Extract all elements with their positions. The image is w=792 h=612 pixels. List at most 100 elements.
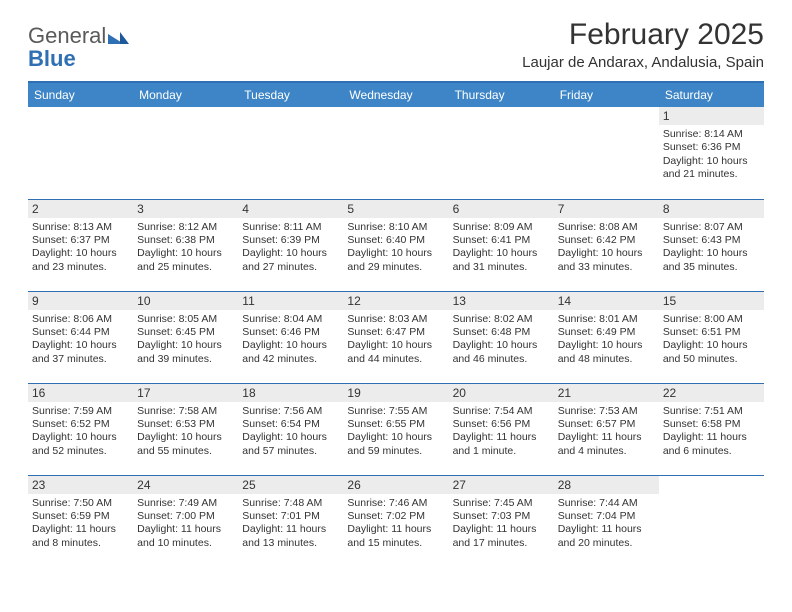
calendar-cell: 5 Sunrise: 8:10 AMSunset: 6:40 PMDaylight… [343, 199, 448, 291]
day-number: 18 [238, 384, 343, 402]
day-number: 2 [28, 200, 133, 218]
day-details: Sunrise: 7:51 AMSunset: 6:58 PMDaylight:… [663, 405, 760, 459]
calendar-cell [28, 107, 133, 199]
brand-part1: General [28, 23, 106, 48]
day-number: 16 [28, 384, 133, 402]
calendar-cell: 25Sunrise: 7:48 AMSunset: 7:01 PMDayligh… [238, 475, 343, 567]
day-number: 14 [554, 292, 659, 310]
calendar-cell: 3 Sunrise: 8:12 AMSunset: 6:38 PMDaylight… [133, 199, 238, 291]
brand-logo: General Blue [28, 24, 129, 70]
calendar-cell: 18 Sunrise: 7:56 AMSunset: 6:54 PMDayligh… [238, 383, 343, 475]
calendar-week-row: 9 Sunrise: 8:06 AMSunset: 6:44 PMDaylight… [28, 291, 764, 383]
calendar-cell: 14 Sunrise: 8:01 AMSunset: 6:49 PMDayligh… [554, 291, 659, 383]
day-details: Sunrise: 7:54 AMSunset: 6:56 PMDaylight:… [453, 405, 550, 459]
day-number: 13 [449, 292, 554, 310]
day-number: 23 [28, 476, 133, 494]
day-details: Sunrise: 8:13 AMSunset: 6:37 PMDaylight:… [32, 221, 129, 275]
day-details: Sunrise: 7:53 AMSunset: 6:57 PMDaylight:… [558, 405, 655, 459]
day-number: 19 [343, 384, 448, 402]
weekday-header: Tuesday [238, 83, 343, 107]
calendar-week-row: 2 Sunrise: 8:13 AMSunset: 6:37 PMDaylight… [28, 199, 764, 291]
day-number: 9 [28, 292, 133, 310]
day-details: Sunrise: 8:01 AMSunset: 6:49 PMDaylight:… [558, 313, 655, 367]
calendar-cell: 2 Sunrise: 8:13 AMSunset: 6:37 PMDaylight… [28, 199, 133, 291]
calendar-table: SundayMondayTuesdayWednesdayThursdayFrid… [28, 83, 764, 567]
calendar-cell: 21Sunrise: 7:53 AMSunset: 6:57 PMDayligh… [554, 383, 659, 475]
day-details: Sunrise: 8:09 AMSunset: 6:41 PMDaylight:… [453, 221, 550, 275]
day-number: 12 [343, 292, 448, 310]
brand-part2: Blue [28, 46, 76, 71]
day-details: Sunrise: 8:08 AMSunset: 6:42 PMDaylight:… [558, 221, 655, 275]
calendar-cell [238, 107, 343, 199]
day-details: Sunrise: 7:48 AMSunset: 7:01 PMDaylight:… [242, 497, 339, 551]
calendar-cell: 6 Sunrise: 8:09 AMSunset: 6:41 PMDaylight… [449, 199, 554, 291]
day-details: Sunrise: 8:11 AMSunset: 6:39 PMDaylight:… [242, 221, 339, 275]
weekday-header: Thursday [449, 83, 554, 107]
day-details: Sunrise: 8:02 AMSunset: 6:48 PMDaylight:… [453, 313, 550, 367]
calendar-cell: 11 Sunrise: 8:04 AMSunset: 6:46 PMDayligh… [238, 291, 343, 383]
day-details: Sunrise: 7:50 AMSunset: 6:59 PMDaylight:… [32, 497, 129, 551]
page-title: February 2025 [28, 18, 764, 52]
day-number: 28 [554, 476, 659, 494]
weekday-header: Friday [554, 83, 659, 107]
day-details: Sunrise: 8:04 AMSunset: 6:46 PMDaylight:… [242, 313, 339, 367]
day-number: 17 [133, 384, 238, 402]
calendar-cell: 13 Sunrise: 8:02 AMSunset: 6:48 PMDayligh… [449, 291, 554, 383]
day-number: 22 [659, 384, 764, 402]
day-details: Sunrise: 7:45 AMSunset: 7:03 PMDaylight:… [453, 497, 550, 551]
day-details: Sunrise: 7:56 AMSunset: 6:54 PMDaylight:… [242, 405, 339, 459]
calendar-cell: 28 Sunrise: 7:44 AMSunset: 7:04 PMDayligh… [554, 475, 659, 567]
calendar-cell: 24Sunrise: 7:49 AMSunset: 7:00 PMDayligh… [133, 475, 238, 567]
calendar-cell: 22 Sunrise: 7:51 AMSunset: 6:58 PMDayligh… [659, 383, 764, 475]
calendar-cell: 12 Sunrise: 8:03 AMSunset: 6:47 PMDayligh… [343, 291, 448, 383]
calendar-cell [343, 107, 448, 199]
calendar-cell: 15 Sunrise: 8:00 AMSunset: 6:51 PMDayligh… [659, 291, 764, 383]
day-number: 20 [449, 384, 554, 402]
weekday-header: Monday [133, 83, 238, 107]
day-details: Sunrise: 7:46 AMSunset: 7:02 PMDaylight:… [347, 497, 444, 551]
calendar-cell: 8 Sunrise: 8:07 AMSunset: 6:43 PMDaylight… [659, 199, 764, 291]
calendar-cell [554, 107, 659, 199]
day-number: 27 [449, 476, 554, 494]
day-details: Sunrise: 8:10 AMSunset: 6:40 PMDaylight:… [347, 221, 444, 275]
day-details: Sunrise: 8:00 AMSunset: 6:51 PMDaylight:… [663, 313, 760, 367]
page-header: February 2025 Laujar de Andarax, Andalus… [28, 18, 764, 71]
day-details: Sunrise: 7:59 AMSunset: 6:52 PMDaylight:… [32, 405, 129, 459]
day-number: 15 [659, 292, 764, 310]
day-number: 7 [554, 200, 659, 218]
day-details: Sunrise: 8:06 AMSunset: 6:44 PMDaylight:… [32, 313, 129, 367]
calendar-cell: 10Sunrise: 8:05 AMSunset: 6:45 PMDayligh… [133, 291, 238, 383]
calendar-cell: 1 Sunrise: 8:14 AMSunset: 6:36 PMDaylight… [659, 107, 764, 199]
day-details: Sunrise: 8:14 AMSunset: 6:36 PMDaylight:… [663, 128, 760, 182]
weekday-header: Wednesday [343, 83, 448, 107]
calendar-cell: 27 Sunrise: 7:45 AMSunset: 7:03 PMDayligh… [449, 475, 554, 567]
calendar-cell: 23 Sunrise: 7:50 AMSunset: 6:59 PMDayligh… [28, 475, 133, 567]
day-number: 5 [343, 200, 448, 218]
day-number: 8 [659, 200, 764, 218]
calendar-cell: 20 Sunrise: 7:54 AMSunset: 6:56 PMDayligh… [449, 383, 554, 475]
calendar-cell: 19 Sunrise: 7:55 AMSunset: 6:55 PMDayligh… [343, 383, 448, 475]
day-details: Sunrise: 7:55 AMSunset: 6:55 PMDaylight:… [347, 405, 444, 459]
day-number: 6 [449, 200, 554, 218]
calendar-cell: 16 Sunrise: 7:59 AMSunset: 6:52 PMDayligh… [28, 383, 133, 475]
day-details: Sunrise: 8:03 AMSunset: 6:47 PMDaylight:… [347, 313, 444, 367]
day-number: 1 [659, 107, 764, 125]
day-number: 3 [133, 200, 238, 218]
day-details: Sunrise: 7:44 AMSunset: 7:04 PMDaylight:… [558, 497, 655, 551]
day-number: 24 [133, 476, 238, 494]
day-number: 11 [238, 292, 343, 310]
day-details: Sunrise: 8:07 AMSunset: 6:43 PMDaylight:… [663, 221, 760, 275]
day-number: 4 [238, 200, 343, 218]
weekday-header-row: SundayMondayTuesdayWednesdayThursdayFrid… [28, 83, 764, 107]
calendar-cell: 7 Sunrise: 8:08 AMSunset: 6:42 PMDaylight… [554, 199, 659, 291]
calendar-cell [659, 475, 764, 567]
day-number: 10 [133, 292, 238, 310]
calendar-week-row: 23 Sunrise: 7:50 AMSunset: 6:59 PMDayligh… [28, 475, 764, 567]
day-details: Sunrise: 8:12 AMSunset: 6:38 PMDaylight:… [137, 221, 234, 275]
day-details: Sunrise: 7:58 AMSunset: 6:53 PMDaylight:… [137, 405, 234, 459]
calendar-cell: 26Sunrise: 7:46 AMSunset: 7:02 PMDayligh… [343, 475, 448, 567]
calendar-cell: 4 Sunrise: 8:11 AMSunset: 6:39 PMDaylight… [238, 199, 343, 291]
calendar-week-row: 16 Sunrise: 7:59 AMSunset: 6:52 PMDayligh… [28, 383, 764, 475]
weekday-header: Sunday [28, 83, 133, 107]
calendar-cell: 17 Sunrise: 7:58 AMSunset: 6:53 PMDayligh… [133, 383, 238, 475]
